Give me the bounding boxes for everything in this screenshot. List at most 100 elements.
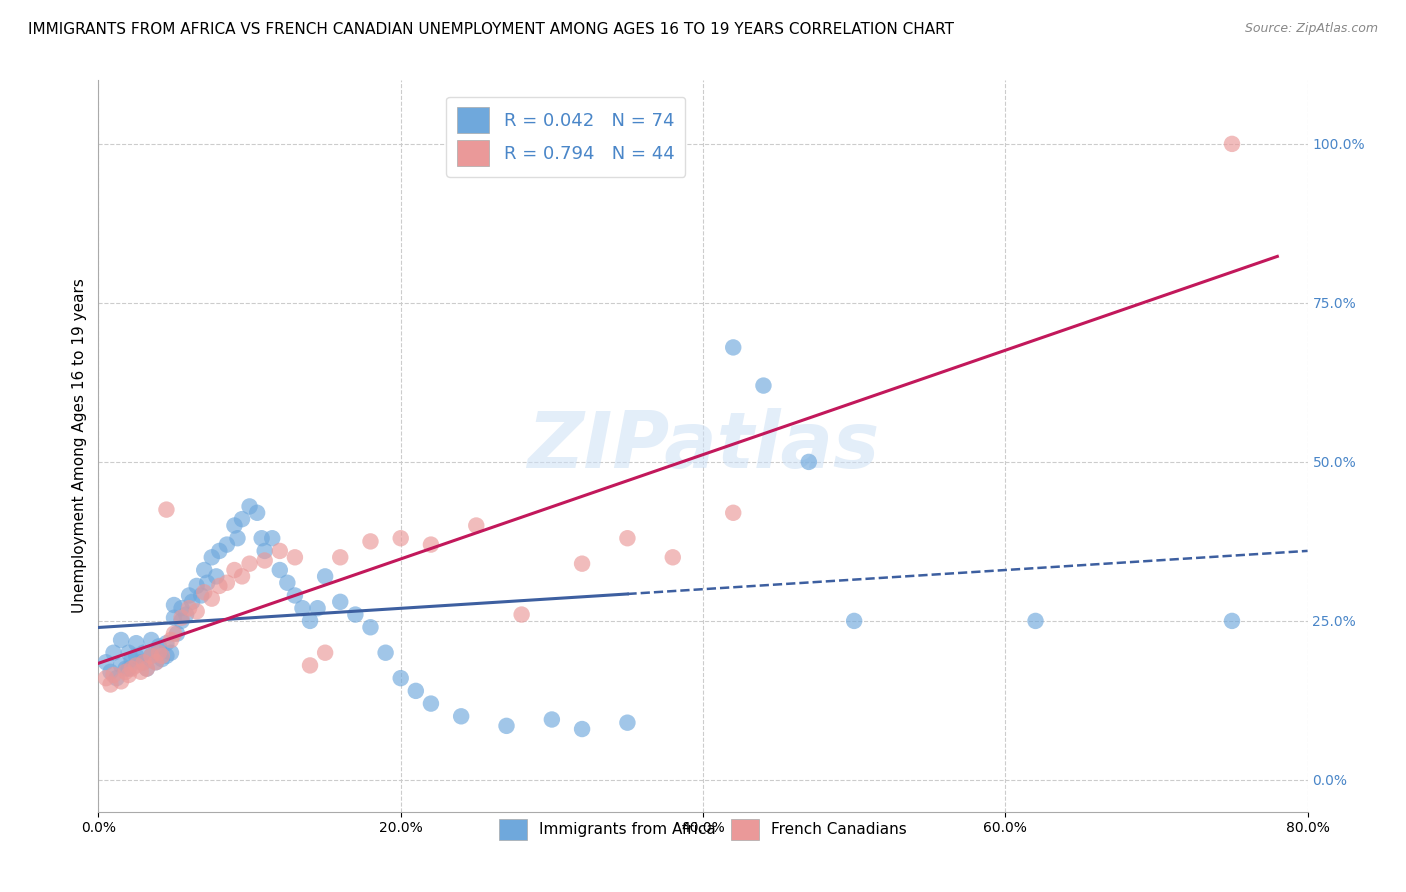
Point <box>420 697 443 711</box>
Point <box>150 652 173 666</box>
Point <box>125 658 148 673</box>
Point <box>253 553 276 567</box>
Point <box>1220 136 1243 151</box>
Point <box>193 563 215 577</box>
Point <box>114 665 136 679</box>
Point <box>389 531 412 545</box>
Text: ZIPatlas: ZIPatlas <box>527 408 879 484</box>
Point <box>170 611 193 625</box>
Point <box>540 713 562 727</box>
Point <box>360 534 382 549</box>
Point <box>360 620 382 634</box>
Point <box>239 500 262 514</box>
Point <box>616 531 638 545</box>
Point <box>269 563 291 577</box>
Point <box>110 674 132 689</box>
Point <box>1024 614 1046 628</box>
Point <box>201 591 224 606</box>
Point <box>163 598 186 612</box>
Point <box>314 569 336 583</box>
Point <box>510 607 533 622</box>
Point <box>135 662 157 676</box>
Point <box>224 563 246 577</box>
Point <box>145 655 167 669</box>
Point <box>118 662 141 676</box>
Point <box>155 648 177 663</box>
Point <box>299 658 322 673</box>
Text: Source: ZipAtlas.com: Source: ZipAtlas.com <box>1244 22 1378 36</box>
Point <box>100 677 122 691</box>
Point <box>276 575 298 590</box>
Point <box>94 655 117 669</box>
Point <box>110 658 132 673</box>
Point <box>374 646 396 660</box>
Point <box>405 684 427 698</box>
Point <box>208 544 231 558</box>
Point <box>118 668 141 682</box>
Point <box>118 646 141 660</box>
Point <box>150 648 173 663</box>
Point <box>253 544 276 558</box>
Point <box>215 538 238 552</box>
Point <box>163 611 186 625</box>
Point <box>132 655 155 669</box>
Point <box>616 715 638 730</box>
Text: IMMIGRANTS FROM AFRICA VS FRENCH CANADIAN UNEMPLOYMENT AMONG AGES 16 TO 19 YEARS: IMMIGRANTS FROM AFRICA VS FRENCH CANADIA… <box>28 22 955 37</box>
Point <box>181 595 204 609</box>
Point <box>723 340 745 354</box>
Point <box>145 655 167 669</box>
Point <box>226 531 249 545</box>
Point <box>224 518 246 533</box>
Point <box>1220 614 1243 628</box>
Point <box>420 538 443 552</box>
Point <box>205 569 228 583</box>
Point <box>148 640 170 654</box>
Point <box>231 569 253 583</box>
Point <box>129 655 152 669</box>
Point <box>329 595 352 609</box>
Point <box>344 607 367 622</box>
Point <box>110 632 132 647</box>
Point <box>186 604 208 618</box>
Point <box>141 648 163 663</box>
Point <box>160 646 183 660</box>
Point <box>121 652 143 666</box>
Point <box>132 655 155 669</box>
Point <box>170 614 193 628</box>
Point <box>100 665 122 679</box>
Point <box>465 518 488 533</box>
Point <box>141 632 163 647</box>
Point <box>186 579 208 593</box>
Point <box>132 646 155 660</box>
Point <box>160 632 183 647</box>
Point <box>155 502 177 516</box>
Point <box>148 646 170 660</box>
Point <box>125 636 148 650</box>
Point <box>495 719 517 733</box>
Point <box>201 550 224 565</box>
Point <box>121 662 143 676</box>
Point <box>307 601 329 615</box>
Point <box>571 557 593 571</box>
Point <box>389 671 412 685</box>
Point <box>208 579 231 593</box>
Point <box>291 601 314 615</box>
Point <box>125 648 148 663</box>
Point <box>155 636 177 650</box>
Point <box>661 550 683 565</box>
Point <box>314 646 336 660</box>
Point <box>723 506 745 520</box>
Point <box>797 455 820 469</box>
Point <box>250 531 273 545</box>
Point <box>141 648 163 663</box>
Point <box>103 646 125 660</box>
Point <box>284 550 307 565</box>
Point <box>190 589 212 603</box>
Legend: Immigrants from Africa, French Canadians: Immigrants from Africa, French Canadians <box>492 811 914 848</box>
Point <box>105 671 128 685</box>
Point <box>231 512 253 526</box>
Point <box>163 626 186 640</box>
Point <box>174 607 197 622</box>
Point <box>450 709 472 723</box>
Point <box>114 662 136 676</box>
